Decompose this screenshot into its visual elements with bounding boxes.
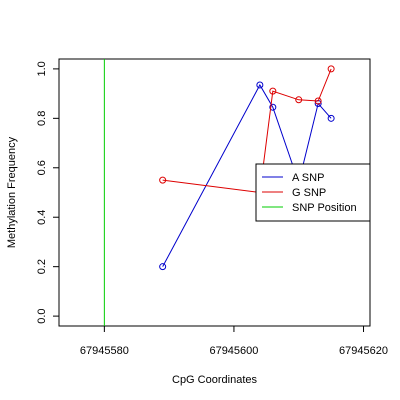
x-tick-label: 67945580 xyxy=(80,345,129,357)
y-axis-title: Methylation Frequency xyxy=(6,136,18,248)
x-axis-title: CpG Coordinates xyxy=(172,374,257,386)
data-point-a-snp xyxy=(159,263,167,271)
data-point-a-snp xyxy=(269,103,277,111)
data-point-g-snp xyxy=(327,65,335,73)
y-tick-label: 1.0 xyxy=(36,61,48,76)
y-tick-label: 0.0 xyxy=(36,308,48,323)
y-tick-label: 0.8 xyxy=(36,111,48,126)
x-axis: 67945580 67945600 67945620 xyxy=(80,325,388,357)
data-point-a-snp xyxy=(327,114,335,122)
data-point-g-snp xyxy=(159,176,167,184)
data-point-g-snp xyxy=(295,96,303,104)
y-tick-label: 0.4 xyxy=(36,210,48,225)
x-tick-label: 67945600 xyxy=(209,345,258,357)
legend-label-snp-position: SNP Position xyxy=(292,202,357,214)
legend-label-a-snp: A SNP xyxy=(292,172,324,184)
y-axis: 0.0 0.2 0.4 0.6 0.8 1.0 xyxy=(36,61,60,324)
legend-label-g-snp: G SNP xyxy=(292,187,326,199)
x-tick-label: 67945620 xyxy=(339,345,388,357)
y-tick-label: 0.6 xyxy=(36,160,48,175)
data-point-g-snp xyxy=(269,87,277,95)
series-layer xyxy=(159,65,335,271)
data-point-g-snp xyxy=(314,97,322,105)
legend: A SNP G SNP SNP Position xyxy=(255,163,371,222)
series-line-g-snp xyxy=(162,68,332,194)
data-point-a-snp xyxy=(256,81,264,89)
y-tick-label: 0.2 xyxy=(36,259,48,274)
